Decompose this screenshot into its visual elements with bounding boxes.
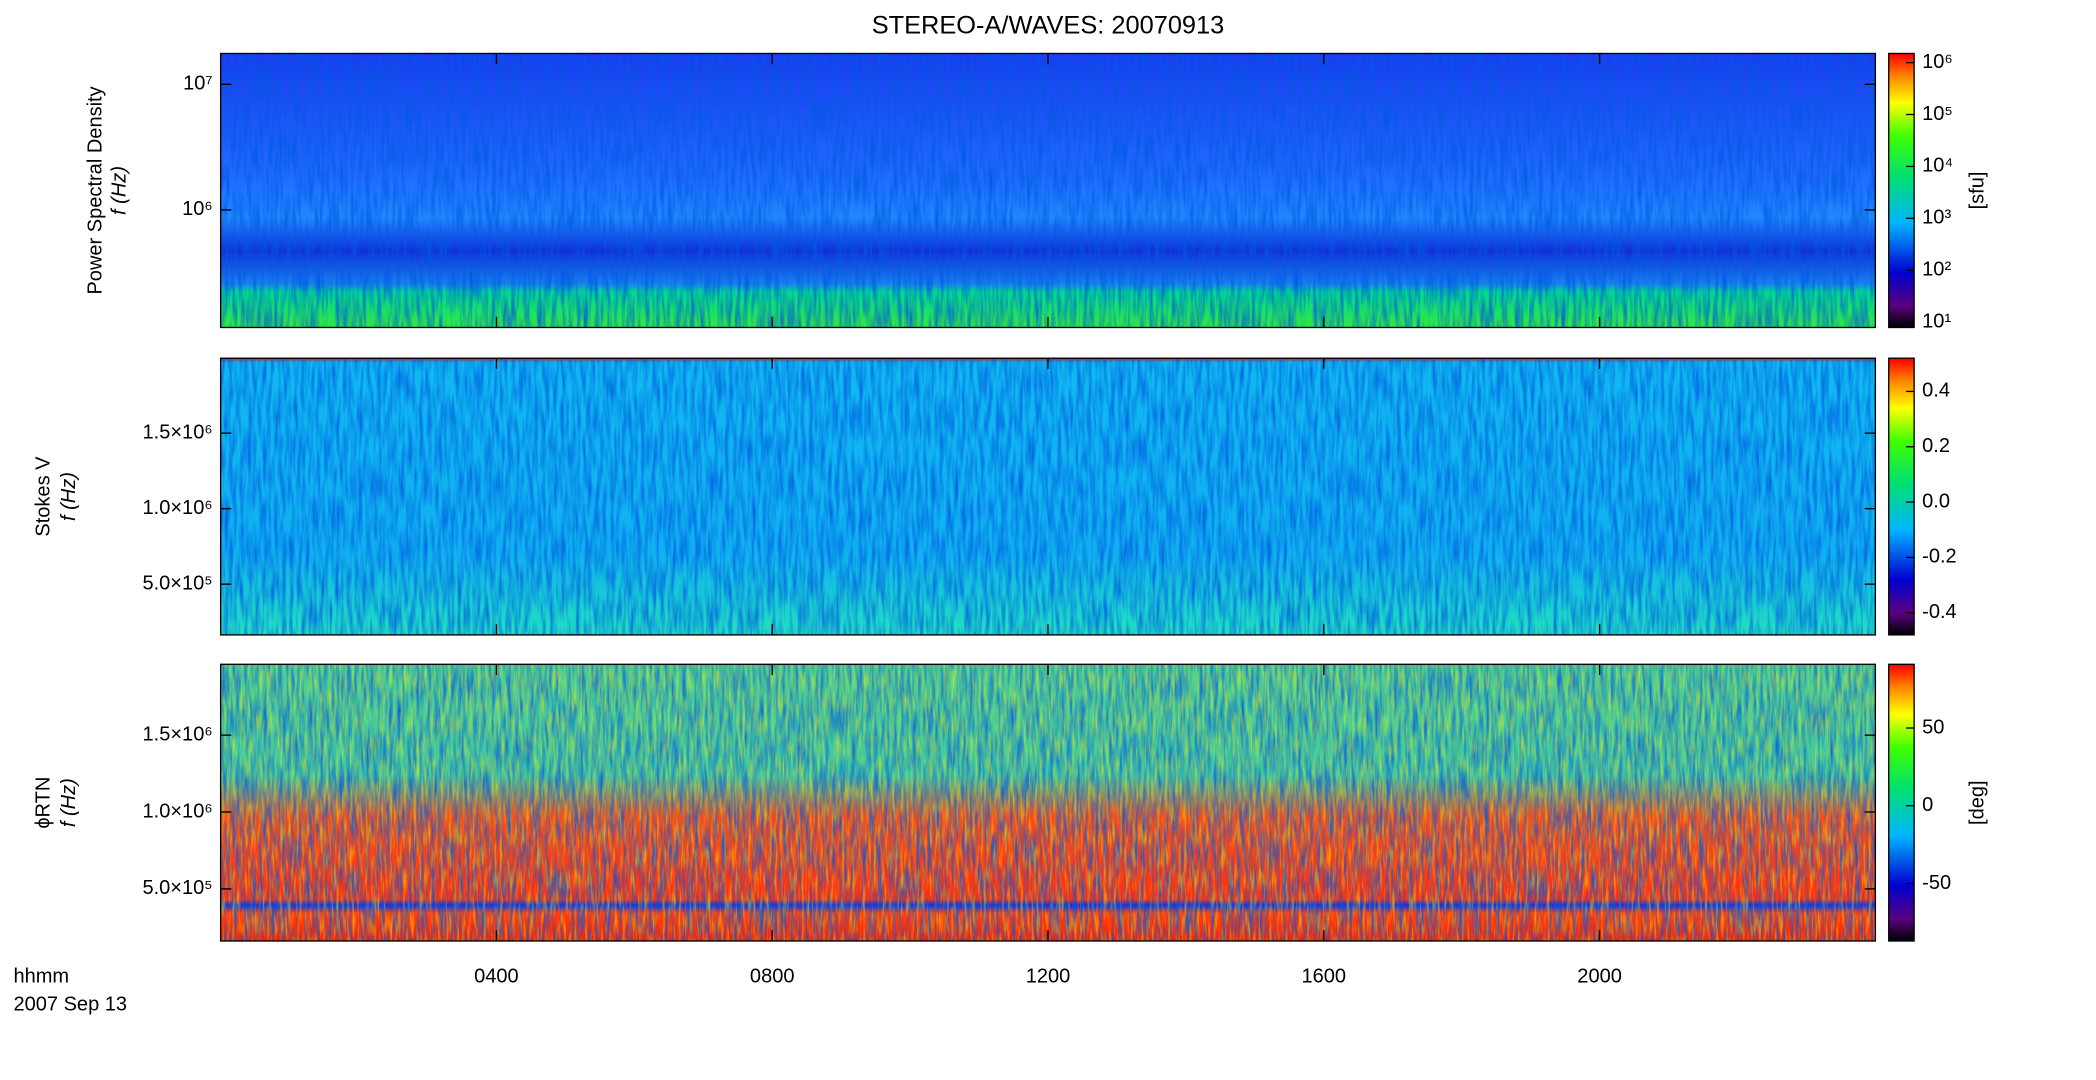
x-axis-label: 2007 Sep 13 — [13, 993, 127, 1015]
y-tick-label: 1.0×10⁶ — [143, 497, 213, 519]
y-tick-label: 1.0×10⁶ — [143, 800, 213, 822]
spectrogram-texture — [220, 664, 1876, 941]
x-tick-label: 0400 — [474, 965, 519, 987]
colorbar-tick-label: -50 — [1922, 872, 1951, 894]
x-tick-label: 2000 — [1577, 965, 1622, 987]
colorbar-frame — [1888, 663, 1915, 942]
colorbar-tick-label: -0.4 — [1922, 601, 1957, 623]
y-axis-label: Power Spectral Density — [85, 86, 107, 294]
colorbar-frame — [1888, 357, 1915, 636]
colorbar-tick-label: 0 — [1922, 794, 1933, 816]
y-tick-label: 5.0×10⁵ — [142, 572, 212, 594]
y-axis-label: f (Hz) — [58, 778, 80, 827]
y-tick-label: 10⁷ — [183, 73, 213, 95]
x-tick-label: 0800 — [750, 965, 795, 987]
y-tick-label: 10⁶ — [182, 198, 213, 220]
colorbar — [1888, 664, 1915, 941]
colorbar-label: [deg] — [1967, 780, 1989, 825]
colorbar-tick-label: 10³ — [1922, 207, 1951, 229]
spectrogram-texture — [220, 358, 1876, 635]
chart-title: STEREO-A/WAVES: 20070913 — [872, 11, 1225, 39]
colorbar-tick-label: 10¹ — [1922, 310, 1951, 332]
colorbar — [1888, 53, 1915, 328]
y-axis-label: Stokes V — [32, 456, 54, 537]
colorbar-tick-label: 10⁴ — [1922, 155, 1953, 177]
colorbar-tick-label: 50 — [1922, 716, 1944, 738]
colorbar-tick-label: 0.0 — [1922, 490, 1950, 512]
y-axis-label: f (Hz) — [109, 166, 131, 215]
x-axis-label: hhmm — [13, 965, 69, 987]
colorbar-tick-label: 10² — [1922, 259, 1951, 281]
x-tick-label: 1600 — [1302, 965, 1347, 987]
y-axis-label: f (Hz) — [58, 472, 80, 521]
y-axis-label: ϕRTN — [32, 777, 54, 829]
y-tick-label: 5.0×10⁵ — [142, 877, 212, 899]
colorbar-tick-label: 10⁵ — [1922, 103, 1953, 125]
colorbar-tick-label: 0.2 — [1922, 435, 1950, 457]
colorbar-tick-label: 0.4 — [1922, 380, 1950, 402]
spectrogram-texture — [220, 53, 1876, 328]
y-tick-label: 1.5×10⁶ — [143, 723, 213, 745]
colorbar-tick-label: 10⁶ — [1922, 51, 1953, 73]
colorbar-tick-label: -0.2 — [1922, 546, 1957, 568]
colorbar — [1888, 358, 1915, 635]
y-tick-label: 1.5×10⁶ — [143, 421, 213, 443]
colorbar-frame — [1888, 52, 1915, 329]
colorbar-label: [sfu] — [1967, 172, 1989, 210]
x-tick-label: 1200 — [1026, 965, 1071, 987]
